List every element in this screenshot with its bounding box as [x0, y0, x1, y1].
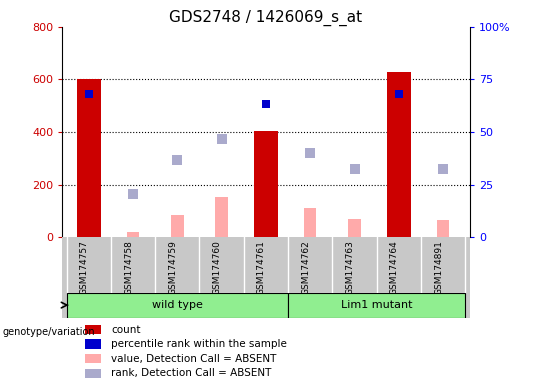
Bar — [66, 293, 288, 318]
Bar — [77, 79, 101, 237]
Bar — [127, 232, 139, 237]
Text: GSM174758: GSM174758 — [124, 240, 133, 295]
Text: wild type: wild type — [152, 300, 202, 310]
Text: GSM174891: GSM174891 — [434, 240, 443, 295]
Bar — [437, 220, 449, 237]
Bar — [348, 219, 361, 237]
Text: GSM174763: GSM174763 — [346, 240, 355, 295]
Text: Lim1 mutant: Lim1 mutant — [341, 300, 413, 310]
Bar — [215, 197, 228, 237]
Bar — [85, 354, 101, 363]
Text: GSM174760: GSM174760 — [213, 240, 221, 295]
Text: GSM174761: GSM174761 — [257, 240, 266, 295]
Text: count: count — [111, 324, 140, 334]
Text: value, Detection Call = ABSENT: value, Detection Call = ABSENT — [111, 354, 276, 364]
Text: GSM174764: GSM174764 — [390, 240, 399, 295]
Bar — [387, 71, 411, 237]
Text: GSM174757: GSM174757 — [80, 240, 89, 295]
Bar — [85, 339, 101, 349]
Bar — [85, 369, 101, 378]
Text: rank, Detection Call = ABSENT: rank, Detection Call = ABSENT — [111, 368, 272, 378]
Text: GSM174759: GSM174759 — [168, 240, 177, 295]
Bar — [304, 209, 316, 237]
Text: GSM174762: GSM174762 — [301, 240, 310, 295]
Bar — [288, 293, 465, 318]
Bar — [254, 131, 278, 237]
Text: genotype/variation: genotype/variation — [3, 327, 96, 337]
Bar — [85, 325, 101, 334]
Bar — [171, 215, 184, 237]
Title: GDS2748 / 1426069_s_at: GDS2748 / 1426069_s_at — [170, 9, 362, 25]
Text: percentile rank within the sample: percentile rank within the sample — [111, 339, 287, 349]
